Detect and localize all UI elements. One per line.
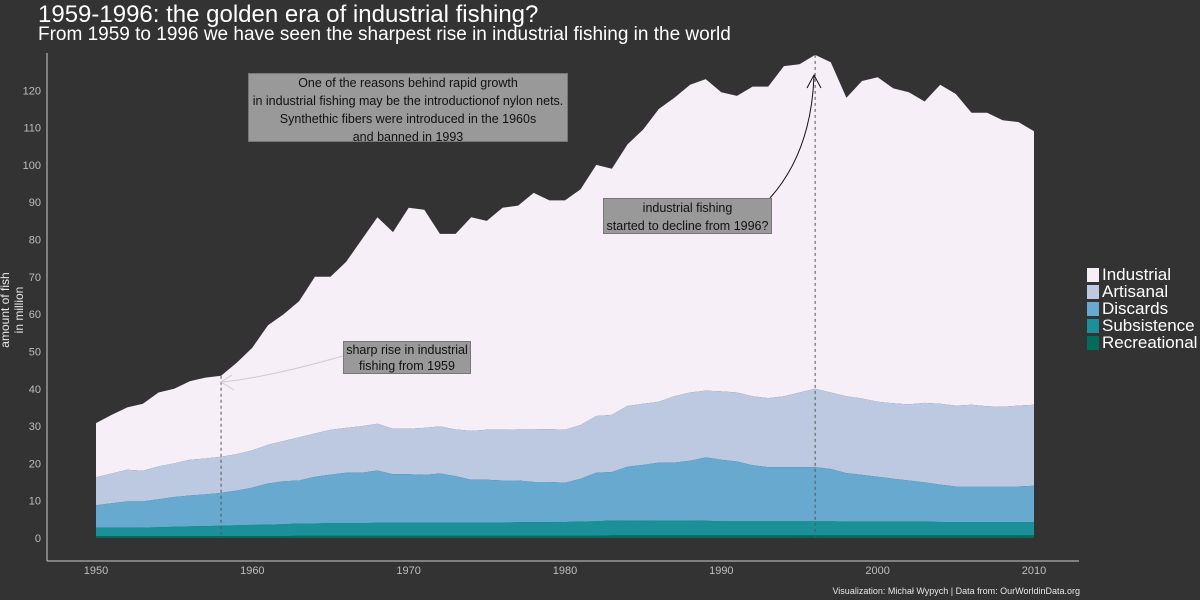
y-tick-label: 60: [29, 309, 41, 321]
y-tick-label: 0: [35, 533, 41, 545]
y-tick-label: 10: [29, 496, 41, 508]
y-tick-label: 20: [29, 458, 41, 470]
y-tick-label: 40: [29, 384, 41, 396]
legend-swatch: [1087, 284, 1099, 299]
tick-labels: 1950 1960 1970 1980 1990 2000 2010 0 10 20 30 40 50 6…: [23, 85, 1047, 577]
axes: [46, 53, 1079, 562]
y-tick-label: 110: [23, 123, 41, 135]
arrow-1996: [769, 75, 815, 199]
legend: Industrial Artisanal Discards Subsistenc…: [1087, 266, 1197, 351]
area-discards: [96, 457, 1034, 528]
x-tick-label: 1990: [709, 565, 733, 577]
y-tick-label: 50: [29, 346, 41, 358]
y-tick-label: 100: [23, 160, 41, 172]
arrow-1996-head: [806, 73, 822, 89]
annotation-nylon-nets: One of the reasons behind rapid growth i…: [248, 73, 568, 144]
legend-label: Subsistence: [1102, 316, 1195, 335]
area-artisanal: [96, 388, 1034, 506]
area-subsistence: [96, 520, 1034, 537]
legend-item-discards: Discards: [1087, 300, 1197, 317]
x-tick-label: 1980: [553, 565, 577, 577]
arrow-1959-head: [220, 374, 235, 391]
x-tick-label: 1970: [396, 565, 420, 577]
legend-swatch: [1087, 267, 1099, 282]
legend-label: Industrial: [1102, 265, 1171, 284]
y-tick-label: 90: [29, 197, 41, 209]
legend-swatch: [1087, 318, 1099, 333]
legend-swatch: [1087, 335, 1099, 350]
y-axis-label: amount of fish in million: [0, 272, 26, 348]
chart-subtitle: From 1959 to 1996 we have seen the sharp…: [38, 24, 731, 45]
reference-lines: [220, 54, 816, 538]
x-tick-label: 1960: [240, 565, 264, 577]
area-layers: [96, 54, 1034, 538]
annotation-rise-1959: sharp rise in industrial fishing from 19…: [343, 341, 471, 374]
x-tick-label: 2000: [865, 565, 889, 577]
x-tick-label: 2010: [1022, 565, 1046, 577]
y-tick-label: 30: [29, 421, 41, 433]
legend-item-recreational: Recreational: [1087, 334, 1197, 351]
caption: Visualization: Michał Wypych | Data from…: [832, 586, 1080, 596]
legend-label: Discards: [1102, 299, 1169, 318]
area-industrial: [96, 54, 1034, 478]
y-tick-label: 120: [23, 85, 41, 97]
x-tick-label: 1950: [84, 565, 108, 577]
legend-item-artisanal: Artisanal: [1087, 283, 1197, 300]
y-tick-label: 80: [29, 235, 41, 247]
chart-title: 1959-1996: the golden era of industrial …: [38, 1, 539, 28]
annotation-decline-1996: industrial fishing started to decline fr…: [603, 198, 772, 234]
arrow-1959: [221, 355, 344, 383]
legend-swatch: [1087, 301, 1099, 316]
legend-item-industrial: Industrial: [1087, 266, 1197, 283]
legend-label: Artisanal: [1102, 282, 1169, 301]
area-recreational: [96, 535, 1034, 538]
legend-label: Recreational: [1102, 333, 1198, 352]
y-tick-label: 70: [29, 272, 41, 284]
legend-item-subsistence: Subsistence: [1087, 317, 1197, 334]
annotation-arrows: [220, 73, 822, 391]
